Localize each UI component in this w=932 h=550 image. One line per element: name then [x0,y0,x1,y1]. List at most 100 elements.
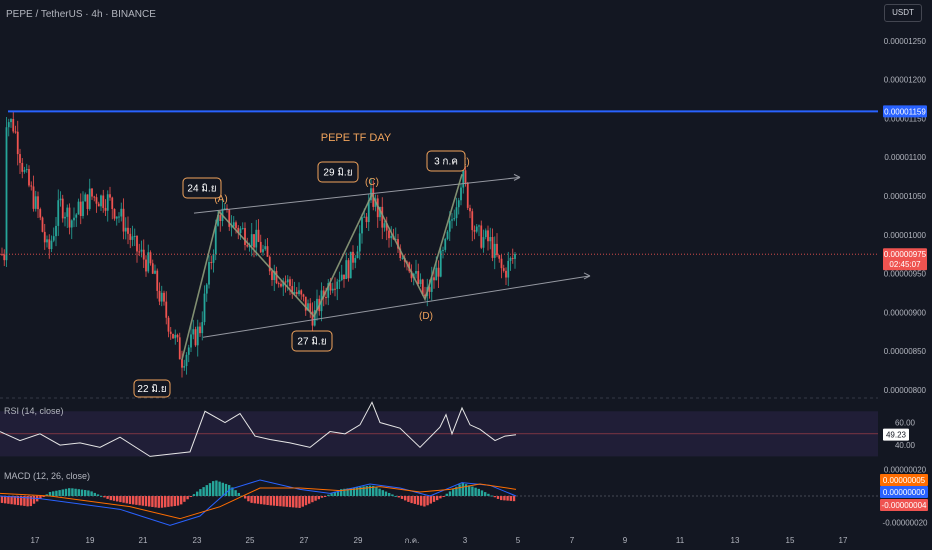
candle-body [129,233,132,240]
candle-body [16,131,19,155]
candle-body [136,235,138,252]
macd-histogram-bar [180,496,183,505]
macd-histogram-bar [333,491,336,496]
candle-body [147,252,150,272]
candle-body [345,260,348,280]
candle-body [302,294,305,297]
candle-body [293,291,296,294]
time-tick-label: 17 [31,536,40,545]
price-tick-label: 0.00001100 [884,153,926,162]
macd-histogram-bar [372,485,375,496]
candle-body [424,294,426,297]
candle-body [28,169,30,186]
macd-histogram-bar [343,488,346,496]
candle-body [397,239,399,249]
macd-histogram-bar [93,492,96,496]
candle-body [334,288,336,290]
candle-body [273,270,276,281]
macd-histogram-bar [292,496,295,508]
callout-text: 3 ก.ค [434,157,458,168]
candle-body [282,281,285,287]
macd-value-label: 0.00000000 [883,488,926,497]
macd-histogram-bar [506,496,509,501]
candle-body [457,200,460,208]
macd-histogram-bar [151,496,154,507]
candle-body [48,239,51,250]
candle-body [383,223,386,228]
candle-body [507,260,510,278]
candle-body [473,230,476,232]
candle-body [298,290,300,295]
candle-body [482,237,485,248]
macd-histogram-bar [397,496,400,498]
rsi-tick-label: 40.00 [895,441,916,450]
macd-histogram-bar [42,496,45,497]
candle-body [271,271,273,281]
candle-body [246,245,249,247]
candle-body [370,188,372,201]
candle-body [23,170,26,172]
macd-histogram-bar [458,484,461,496]
candle-body [410,271,413,279]
candle-body [244,228,246,246]
macd-histogram-bar [4,496,7,504]
candle-body [66,207,69,217]
time-tick-label: 13 [731,536,740,545]
candle-body [12,119,15,132]
macd-histogram-bar [202,487,205,496]
macd-histogram-bar [452,489,455,496]
candle-body [363,216,366,218]
macd-histogram-bar [29,496,32,507]
candle-body [142,249,145,260]
candle-body [79,201,82,217]
candle-body [313,309,316,326]
macd-histogram-bar [384,491,388,496]
candle-body [511,257,514,259]
price-tick-label: 0.00000900 [884,308,927,317]
time-tick-label: 11 [676,536,685,545]
candle-body [21,162,24,172]
candle-body [471,211,474,231]
time-tick-label: 15 [786,536,795,545]
candle-body [329,283,332,291]
macd-histogram-bar [260,496,263,505]
macd-histogram-bar [282,496,285,507]
currency-button[interactable]: USDT [884,4,922,22]
macd-histogram-bar [170,496,173,507]
price-tick-label: 0.00000800 [884,386,927,395]
candle-body [100,195,102,207]
candle-body [421,279,424,295]
candle-body [352,251,354,263]
macd-histogram-bar [496,496,500,499]
candle-body [190,334,192,348]
macd-histogram-bar [48,492,52,496]
macd-histogram-bar [164,496,167,508]
candle-body [347,260,350,279]
time-tick-label: 19 [86,536,95,545]
macd-histogram-bar [215,480,218,496]
macd-histogram-bar [96,494,100,496]
chart-title: PEPE TF DAY [321,132,392,144]
candle-body [248,246,251,248]
macd-histogram-bar [416,496,420,505]
macd-histogram-bar [477,488,480,496]
candle-body [201,322,204,334]
callout-box [133,379,171,398]
macd-histogram-bar [500,496,503,501]
candle-body [3,254,6,261]
candle-body [232,222,235,227]
rsi-tick-label: 60.00 [895,419,916,428]
candle-body [217,215,219,226]
candle-body [250,234,253,247]
candle-body [73,217,75,221]
candle-body [399,248,402,259]
macd-histogram-bar [224,483,228,496]
macd-histogram-bar [474,487,477,496]
macd-histogram-bar [487,493,490,496]
candle-body [277,283,280,285]
candle-body [469,207,471,212]
candle-body [138,251,141,253]
symbol-title: PEPE / TetherUS · 4h · BINANCE [6,9,156,20]
macd-histogram-bar [436,496,439,501]
